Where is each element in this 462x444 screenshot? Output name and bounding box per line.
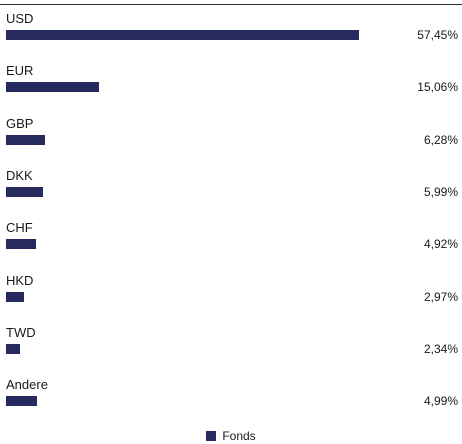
value-label: 57,45% <box>417 28 458 42</box>
bar-row-hkd: HKD 2,97% <box>0 273 462 313</box>
bar-twd <box>6 343 21 354</box>
category-label: TWD <box>6 324 36 340</box>
bar-usd <box>6 30 359 40</box>
bar-row-dkk: DKK 5,99% <box>0 168 462 208</box>
value-label: 4,92% <box>423 237 458 252</box>
top-rule <box>0 4 462 5</box>
bar-row-twd: TWD 2,34% <box>0 325 462 365</box>
bar-row-andere: Andere 4,99% <box>0 377 462 417</box>
bar-row-eur: EUR 15,06% <box>0 63 462 103</box>
value-label: 4,99% <box>423 394 458 409</box>
bar-row-chf: CHF 4,92% <box>0 220 462 260</box>
legend-swatch <box>206 431 217 441</box>
value-label: 6,28% <box>423 132 458 147</box>
bar-row-usd: USD 57,45% <box>0 11 462 51</box>
value-label: 2,97% <box>423 289 458 304</box>
category-label: CHF <box>6 220 33 236</box>
bar-gbp <box>6 134 45 145</box>
category-label: DKK <box>6 167 33 183</box>
legend-label: Fonds <box>222 429 256 443</box>
bar-hkd <box>6 291 25 302</box>
category-label: HKD <box>6 272 34 288</box>
category-label: USD <box>6 11 34 26</box>
bar-chf <box>6 239 37 250</box>
bar-dkk <box>6 186 43 197</box>
category-label: EUR <box>6 63 34 79</box>
category-label: Andere <box>6 377 48 393</box>
legend: Fonds <box>0 429 462 444</box>
value-label: 5,99% <box>423 184 458 199</box>
legend-item-fonds: Fonds <box>206 429 256 443</box>
bar-eur <box>6 82 99 93</box>
bar-andere <box>6 396 37 407</box>
category-label: GBP <box>6 115 34 131</box>
value-label: 15,06% <box>417 80 458 95</box>
value-label: 2,34% <box>423 341 458 356</box>
bar-row-gbp: GBP 6,28% <box>0 116 462 156</box>
